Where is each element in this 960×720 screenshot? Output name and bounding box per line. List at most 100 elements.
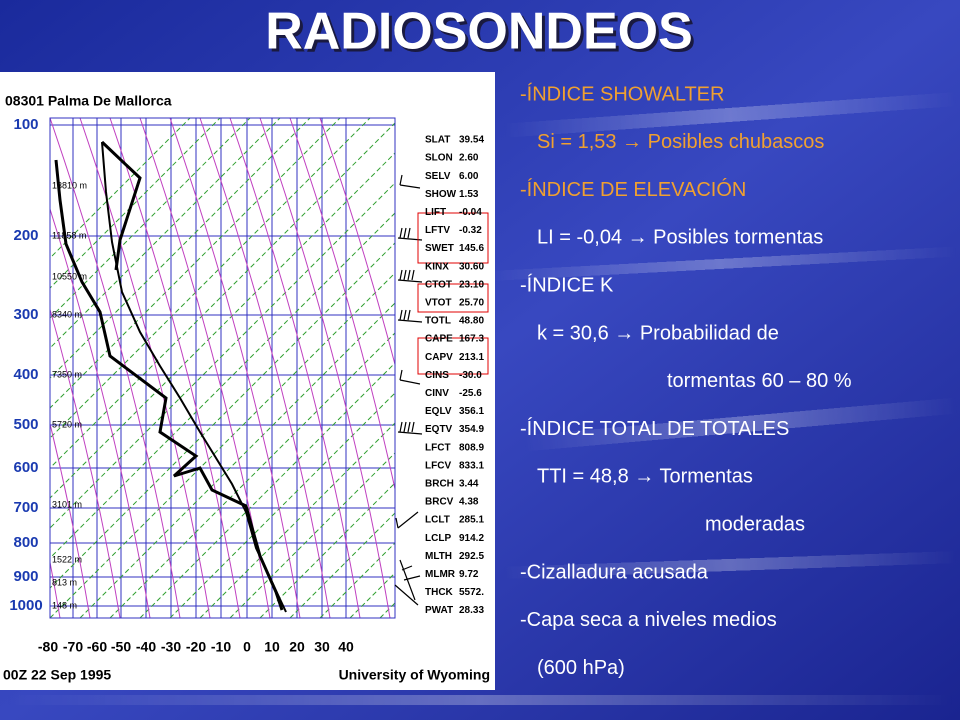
index-name: CINS [425, 370, 449, 381]
temperature-label: -80 [38, 639, 58, 655]
index-name: SHOW [425, 189, 457, 200]
pressure-label: 900 [13, 568, 38, 585]
temperature-label: 40 [338, 639, 354, 655]
temperature-label: 20 [289, 639, 305, 655]
adiabat [259, 118, 391, 618]
temperature-label: -60 [87, 639, 107, 655]
adiabat [109, 118, 241, 618]
index-value: 28.33 [459, 605, 484, 616]
index-name: LFCV [425, 460, 451, 471]
adiabat [50, 307, 121, 618]
adiabat [229, 118, 361, 618]
index-name: MLTH [425, 551, 452, 562]
note-line: Si = 1,53 → Posibles chubascos [537, 131, 824, 153]
index-name: KINX [425, 261, 449, 272]
index-name: LIFT [425, 207, 446, 218]
pressure-label: 700 [13, 499, 38, 516]
index-name: CINV [425, 388, 449, 399]
isotherm [79, 302, 395, 618]
index-value: 5572. [459, 587, 484, 598]
highlight-boxes [417, 212, 489, 375]
height-label: 5720 m [52, 419, 82, 429]
pressure-label: 400 [13, 366, 38, 383]
index-value: 356.1 [459, 406, 484, 417]
index-value: -30.0 [459, 370, 482, 381]
station: 08301 Palma De Mallorca [5, 93, 172, 109]
index-value: 285.1 [459, 515, 484, 526]
index-value: 23.10 [459, 279, 484, 290]
temperature-label: -30 [161, 639, 181, 655]
index-value: -25.6 [459, 388, 482, 399]
index-name: SELV [425, 171, 451, 182]
index-value: 4.38 [459, 497, 479, 508]
temperature-label: -70 [63, 639, 83, 655]
index-value: 2.60 [459, 153, 479, 164]
index-name: LCLT [425, 515, 450, 526]
diagram-frame [49, 117, 396, 619]
title-shadow: RADIOSONDEOS [268, 6, 696, 64]
index-value: 25.70 [459, 298, 484, 309]
temperature-label: -10 [211, 639, 231, 655]
index-name: TOTL [425, 316, 451, 327]
wind-barbs [394, 174, 423, 606]
note-line: TTI = 48,8 → Tormentas [537, 466, 753, 488]
height-label: 11858 m [52, 230, 86, 240]
skew-t-panel: 08301 Palma De Mallorca 00Z 22 Sep 1995 … [0, 72, 495, 690]
pressure-label: 100 [13, 116, 38, 133]
index-value: 39.54 [459, 135, 484, 146]
streaks [0, 91, 960, 705]
note-line: -Cizalladura acusada [520, 561, 709, 583]
adiabat [199, 118, 331, 618]
index-value: 292.5 [459, 551, 484, 562]
index-name: LFTV [425, 225, 450, 236]
note-line: -ÍNDICE DE ELEVACIÓN [520, 178, 746, 201]
index-value: 914.2 [459, 533, 484, 544]
index-value: 213.1 [459, 352, 484, 363]
height-label: 13810 m [52, 180, 87, 190]
height-label: 8340 m [52, 309, 82, 319]
index-name: CTOT [425, 279, 452, 290]
note-line: -ÍNDICE TOTAL DE TOTALES [520, 417, 789, 440]
index-value: 167.3 [459, 334, 484, 345]
notes: -ÍNDICE SHOWALTER Si = 1,53 → Posibles ch… [520, 82, 852, 679]
pressure-label: 600 [13, 459, 38, 476]
index-name: CAPV [425, 352, 453, 363]
index-name: PWAT [425, 605, 453, 616]
index-value: 6.00 [459, 171, 479, 182]
temperature-label: -20 [186, 639, 206, 655]
index-name: BRCV [425, 497, 454, 508]
index-name: LCLP [425, 533, 451, 544]
index-name: EQLV [425, 406, 452, 417]
pressure-label: 300 [13, 306, 38, 323]
temperature-label: 0 [243, 639, 251, 655]
upper-profile [100, 140, 142, 271]
index-value: 1.53 [459, 189, 479, 200]
note-line: moderadas [705, 513, 805, 535]
note-line: (600 hPa) [537, 657, 625, 679]
index-value: 145.6 [459, 243, 484, 254]
height-label: 1522 m [52, 554, 82, 564]
isotherm [50, 118, 371, 439]
index-value: 3.44 [459, 479, 479, 490]
index-name: MLMR [425, 569, 456, 580]
pressure-label: 200 [13, 227, 38, 244]
note-line: tormentas 60 – 80 % [667, 370, 852, 392]
sounding-profiles [54, 140, 287, 613]
footer-left: 00Z 22 Sep 1995 [3, 667, 111, 683]
index-name: EQTV [425, 424, 453, 435]
adiabat [50, 207, 151, 618]
pressure-label: 800 [13, 534, 38, 551]
index-name: LFCT [425, 442, 451, 453]
adiabat [169, 118, 301, 618]
adiabat [319, 118, 395, 367]
index-name: BRCH [425, 479, 454, 490]
height-label: 813 m [52, 577, 77, 587]
diagram-grid [50, 118, 395, 618]
isotherm [50, 118, 311, 379]
adiabat [79, 118, 211, 618]
dewpoint-profile [54, 159, 284, 611]
isotherm [50, 272, 395, 618]
isotherm [50, 118, 341, 409]
